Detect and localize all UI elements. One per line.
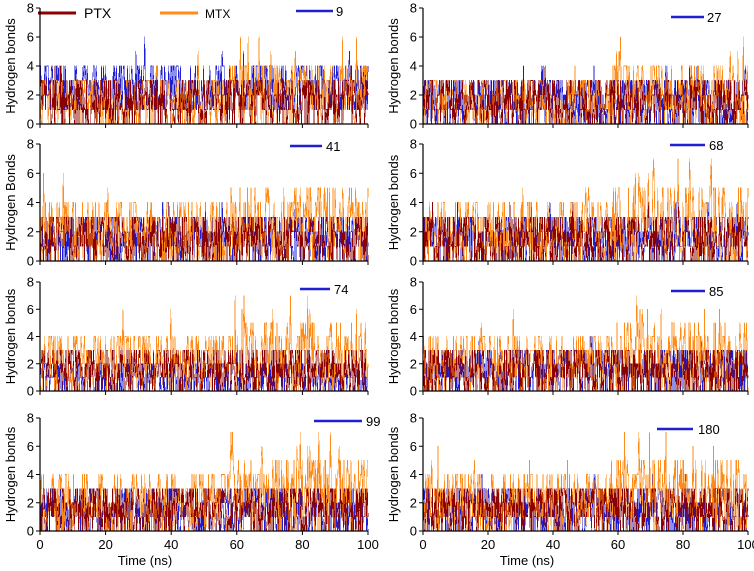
series-trace-ptx (422, 65, 749, 125)
y-axis-label: Hydrogen bonds (3, 288, 18, 384)
y-tick-label: 0 (410, 254, 417, 269)
y-tick-label: 2 (410, 356, 417, 371)
y-tick-label: 0 (27, 384, 34, 399)
y-tick-label: 0 (27, 254, 34, 269)
chart-panel-41: 0 2 4 6 8 Hydrogen Bonds 41 (3, 137, 369, 269)
y-tick-label: 2 (27, 224, 34, 239)
y-tick-label: 6 (410, 30, 417, 45)
chart-panel-9: 0 2 4 6 8 Hydrogen bonds 9 (3, 1, 369, 132)
chart-panel-27: 0 2 4 6 8 Hydrogen bonds 27 (386, 1, 749, 132)
y-tick-label: 2 (27, 356, 34, 371)
y-tick-label: 6 (27, 439, 34, 454)
y-axis-label: Hydrogen bonds (386, 288, 401, 384)
y-tick-label: 6 (27, 302, 34, 317)
y-tick-label: 0 (27, 524, 34, 539)
x-axis-label: Time (ns) (118, 553, 172, 568)
panel-legend-label: 27 (707, 10, 721, 25)
series-trace-ptx (39, 349, 368, 392)
y-axis-label: Hydrogen bonds (386, 426, 401, 522)
series-trace-ptx (40, 488, 369, 532)
y-tick-label: 2 (410, 495, 417, 510)
x-tick-label: 40 (164, 537, 178, 552)
y-tick-label: 8 (410, 1, 417, 16)
y-tick-label: 6 (410, 166, 417, 181)
figure-legend: PTX MTX (38, 5, 230, 21)
y-tick-label: 6 (410, 302, 417, 317)
series-trace-ptx (39, 216, 369, 262)
y-tick-label: 4 (410, 329, 417, 344)
y-tick-label: 0 (410, 384, 417, 399)
y-tick-label: 4 (410, 467, 417, 482)
y-tick-label: 6 (410, 439, 417, 454)
y-tick-label: 4 (410, 195, 417, 210)
y-tick-label: 2 (27, 495, 34, 510)
x-tick-label: 60 (230, 537, 244, 552)
panel-legend-label: 99 (366, 414, 380, 429)
y-tick-label: 8 (27, 411, 34, 426)
panel-legend-label: 41 (326, 139, 340, 154)
series-trace-ptx (423, 202, 749, 262)
x-axis-label: Time (ns) (500, 553, 554, 568)
y-axis-label: Hydrogen bonds (3, 18, 18, 114)
y-tick-label: 8 (410, 275, 417, 290)
y-tick-label: 0 (27, 117, 34, 132)
panel-legend-label: 74 (334, 282, 348, 297)
series-trace-mtx (422, 158, 749, 262)
y-tick-label: 6 (27, 166, 34, 181)
y-tick-label: 8 (27, 137, 34, 152)
y-tick-label: 6 (27, 30, 34, 45)
x-tick-label: 0 (36, 537, 43, 552)
legend-mtx-label: MTX (205, 7, 230, 21)
y-tick-label: 4 (27, 467, 34, 482)
panel-legend-label: 180 (698, 422, 720, 437)
x-tick-label: 80 (676, 537, 690, 552)
x-tick-label: 40 (546, 537, 560, 552)
series-trace-mtx (422, 431, 749, 532)
panel-legend-label: 85 (709, 284, 723, 299)
y-tick-label: 4 (27, 329, 34, 344)
x-tick-label: 60 (611, 537, 625, 552)
x-tick-label: 0 (419, 537, 426, 552)
y-tick-label: 8 (27, 1, 34, 16)
chart-panel-85: 0 2 4 6 8 Hydrogen bonds 85 (386, 275, 749, 399)
y-tick-label: 2 (410, 88, 417, 103)
y-tick-label: 4 (410, 59, 417, 74)
x-tick-label: 80 (295, 537, 309, 552)
y-tick-label: 4 (27, 59, 34, 74)
y-axis-label: Hydrogen Bonds (3, 154, 18, 251)
x-tick-label: 20 (98, 537, 112, 552)
y-axis-label: Hydrogen bonds (386, 154, 401, 250)
panel-legend-label: 68 (709, 138, 723, 153)
y-tick-label: 8 (27, 275, 34, 290)
y-axis-label: Hydrogen bonds (3, 426, 18, 522)
y-tick-label: 0 (410, 524, 417, 539)
y-tick-label: 8 (410, 411, 417, 426)
y-tick-label: 2 (410, 224, 417, 239)
y-tick-label: 0 (410, 117, 417, 132)
legend-ptx-label: PTX (84, 5, 112, 21)
y-tick-label: 2 (27, 88, 34, 103)
x-tick-label: 20 (481, 537, 495, 552)
series-trace-ptx (422, 349, 749, 392)
chart-panel-74: 0 2 4 6 8 Hydrogen bonds 74 (3, 275, 369, 399)
series-trace-ptx (39, 65, 369, 125)
x-tick-label: 100 (357, 537, 379, 552)
y-tick-label: 8 (410, 137, 417, 152)
y-tick-label: 4 (27, 195, 34, 210)
panel-legend-label: 9 (336, 4, 343, 19)
y-axis-label: Hydrogen bonds (386, 18, 401, 114)
x-tick-label: 100 (737, 537, 754, 552)
